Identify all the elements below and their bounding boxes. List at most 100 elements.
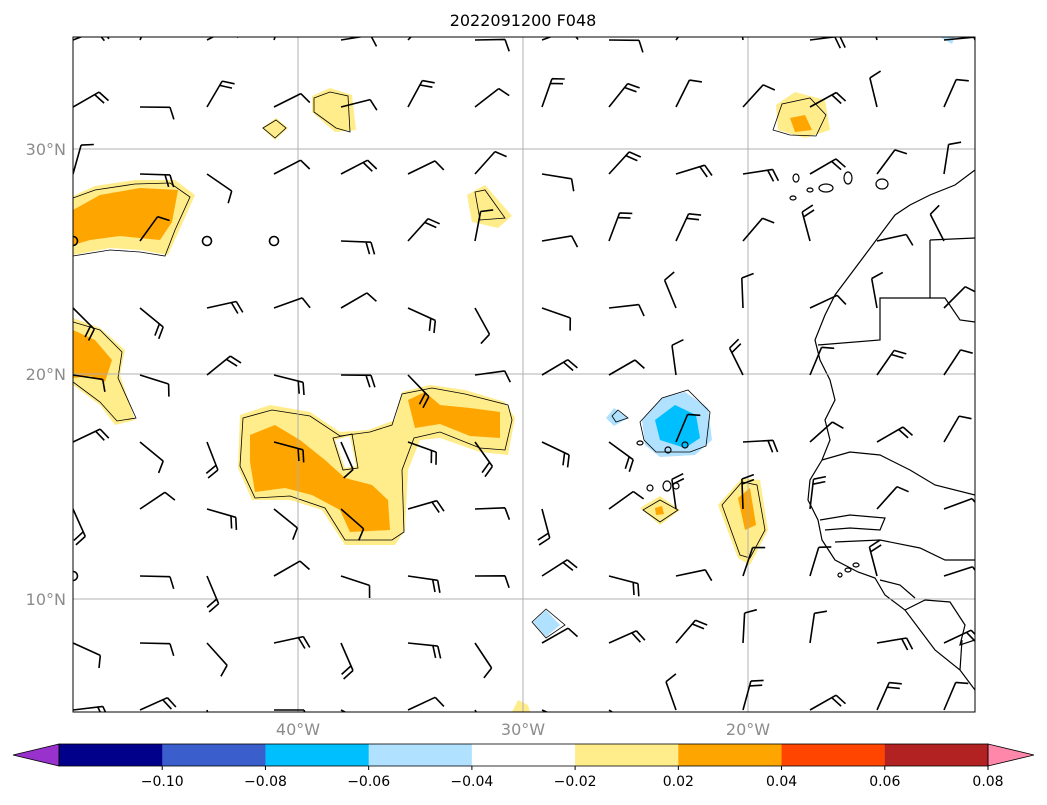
wind-barb-icon <box>273 560 311 577</box>
positive-anomaly-core <box>408 392 500 438</box>
wind-barb-icon <box>675 569 713 582</box>
wind-barb-icon <box>869 70 882 108</box>
wind-barb-icon <box>809 694 847 711</box>
wind-barb-icon <box>407 499 445 513</box>
wind-barb-icon <box>876 349 907 376</box>
wind-barb-icon <box>139 575 175 590</box>
wind-barb-icon <box>73 374 106 392</box>
wind-barb-icon <box>206 575 220 613</box>
wind-barb-icon <box>541 559 578 577</box>
wind-barb-icon <box>139 374 170 397</box>
wind-barb-icon <box>139 696 177 711</box>
country-border <box>834 539 975 561</box>
country-border <box>819 514 886 531</box>
wind-barb-icon <box>407 642 442 659</box>
wind-barb-icon <box>340 98 378 111</box>
wind-barb-icon <box>139 307 164 340</box>
wind-barb-icon <box>205 441 219 479</box>
wind-barb-icon <box>671 338 684 376</box>
colorbar-bin <box>471 744 576 766</box>
africa-coastline <box>807 169 975 691</box>
wind-barb-icon <box>73 91 110 108</box>
colorbar: −0.10 −0.08 −0.06 −0.04 −0.02 0.02 0.04 0.06 0.0… <box>12 743 1035 790</box>
colorbar-bin <box>162 744 266 766</box>
wind-barb-icon <box>273 508 299 540</box>
country-border <box>817 240 931 346</box>
island <box>646 484 654 492</box>
wind-barb-icon <box>608 359 645 376</box>
wind-barb-icon <box>541 441 570 468</box>
wind-barb-icon <box>943 681 969 711</box>
wind-barb-icon <box>870 271 884 309</box>
wind-barb-icon <box>876 426 914 443</box>
colorbar-bin <box>59 744 163 766</box>
wind-barb-icon <box>541 77 565 108</box>
colorbar-tick-label: −0.06 <box>347 774 390 790</box>
lat-label-10n: 10°N <box>26 590 66 609</box>
map-panel <box>72 36 976 713</box>
colorbar-tick-label: 0.02 <box>663 774 694 790</box>
wind-barb-icon <box>742 217 775 242</box>
wind-barb-icon <box>675 413 701 443</box>
island <box>852 562 860 568</box>
positive-anomaly-core <box>73 330 112 382</box>
wind-barb-icon <box>608 39 644 53</box>
country-border <box>904 599 975 646</box>
positive-anomaly-region <box>512 700 530 712</box>
country-border <box>821 451 975 496</box>
colorbar-under-extension <box>12 743 60 767</box>
island <box>636 440 644 446</box>
wind-barb-icon <box>608 575 640 597</box>
wind-barb-icon <box>340 240 376 255</box>
positive-anomaly-core <box>250 425 390 532</box>
wind-barb-icon <box>742 168 780 182</box>
wind-barb-icon <box>273 374 305 396</box>
wind-barb-icon <box>876 233 914 246</box>
wind-barb-icon <box>675 37 680 41</box>
wind-barb-icon <box>73 428 110 443</box>
wind-barb-icon <box>340 508 365 541</box>
wind-barb-icon <box>474 150 507 175</box>
colorbar-bin <box>678 744 783 766</box>
wind-barb-icon <box>868 539 882 577</box>
colorbar-tick-label: −0.08 <box>244 774 287 790</box>
positive-anomaly-region <box>262 118 288 140</box>
country-border <box>930 297 975 323</box>
country-border <box>959 639 963 671</box>
wind-barb-icon <box>809 158 846 175</box>
wind-barb-icon <box>809 421 844 443</box>
colorbar-frame <box>58 743 989 767</box>
wind-barb-icon <box>671 472 685 510</box>
map-frame <box>72 36 976 713</box>
map-title: 2022091200 F048 <box>450 11 597 30</box>
wind-barb-icon <box>474 441 494 478</box>
country-border <box>879 579 916 599</box>
colorbar-tick-label: 0.04 <box>766 774 797 790</box>
wind-barb-icon <box>407 217 441 242</box>
colorbar-bin <box>781 744 886 766</box>
wind-barb-icon <box>675 213 702 242</box>
island <box>818 183 834 193</box>
wind-barb-icon <box>474 709 478 712</box>
wind-barb-icon <box>742 608 758 644</box>
colorbar-over-extension <box>987 743 1035 767</box>
wind-barb-icon <box>407 696 445 711</box>
wind-barb-icon <box>541 307 572 331</box>
island <box>875 178 889 190</box>
wind-barb-icon <box>742 546 766 577</box>
wind-barb-icon <box>474 370 512 383</box>
wind-barb-icon <box>809 610 828 644</box>
wind-barb-icon <box>943 349 973 376</box>
positive-anomaly-region <box>312 88 356 132</box>
colorbar-bins <box>59 744 989 766</box>
island <box>792 173 800 183</box>
wind-barb-icon <box>943 78 969 108</box>
wind-barb-icon <box>675 619 708 644</box>
wind-barb-icon <box>663 271 677 309</box>
colorbar-tick-label: 0.08 <box>972 774 1003 790</box>
positive-anomaly-core <box>790 115 812 132</box>
lon-label-20w: 20°W <box>726 720 770 739</box>
negative-anomaly-region <box>606 408 628 426</box>
graticule <box>73 37 975 712</box>
